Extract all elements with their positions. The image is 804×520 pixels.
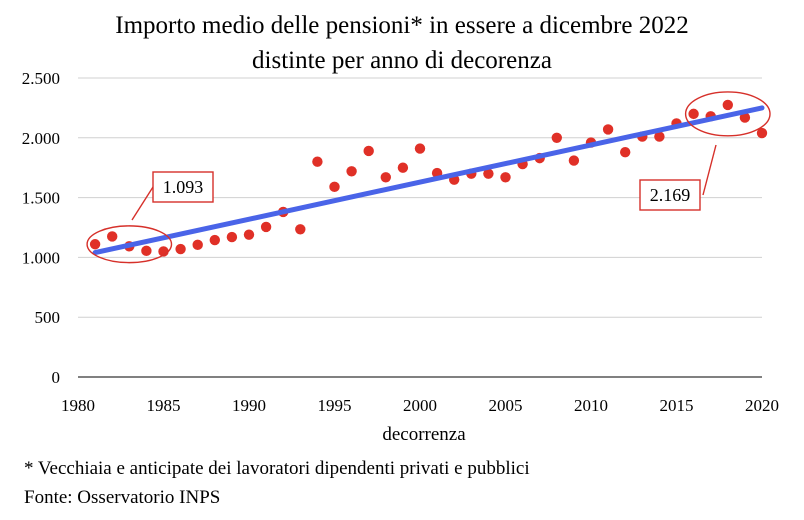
x-tick-label: 1985 bbox=[147, 396, 181, 415]
x-axis-ticks: 1980 1985 1990 1995 2000 2005 2010 2015 2020 bbox=[61, 396, 779, 415]
annotations: 1.093 2.169 bbox=[86, 91, 771, 264]
x-tick-label: 1980 bbox=[61, 396, 95, 415]
data-point bbox=[414, 143, 426, 154]
y-tick-label: 1.500 bbox=[22, 189, 60, 208]
data-point bbox=[346, 166, 357, 177]
callout-box bbox=[639, 179, 701, 211]
callout-label: 2.169 bbox=[650, 185, 691, 205]
data-point bbox=[654, 131, 665, 142]
source-note: Fonte: Osservatorio INPS bbox=[24, 487, 221, 508]
data-point bbox=[312, 156, 323, 167]
x-tick-label: 1990 bbox=[232, 396, 266, 415]
data-point bbox=[89, 239, 101, 250]
data-point bbox=[756, 127, 768, 139]
data-point bbox=[226, 231, 238, 243]
data-point bbox=[295, 224, 306, 235]
data-point bbox=[260, 221, 272, 233]
x-tick-label: 2015 bbox=[660, 396, 694, 415]
x-tick-label: 2020 bbox=[745, 396, 779, 415]
x-tick-label: 1995 bbox=[318, 396, 352, 415]
x-tick-label: 2005 bbox=[489, 396, 523, 415]
y-tick-label: 1.000 bbox=[22, 248, 60, 267]
y-tick-label: 2.000 bbox=[22, 129, 60, 148]
data-point bbox=[620, 146, 631, 158]
data-point bbox=[107, 231, 118, 242]
callout-box bbox=[152, 171, 214, 203]
callout-leader bbox=[131, 186, 154, 221]
data-point bbox=[722, 99, 733, 111]
data-point bbox=[175, 243, 186, 255]
data-point bbox=[243, 229, 255, 240]
x-axis-title: decorrenza bbox=[382, 424, 466, 445]
data-point bbox=[397, 162, 409, 173]
data-point bbox=[141, 245, 152, 257]
y-axis-ticks: 0 500 1.000 1.500 2.000 2.500 bbox=[22, 69, 60, 387]
data-point bbox=[329, 181, 340, 193]
data-point bbox=[500, 172, 511, 183]
data-point bbox=[380, 172, 391, 183]
y-tick-label: 500 bbox=[35, 308, 61, 327]
y-tick-label: 0 bbox=[52, 368, 61, 387]
data-point bbox=[192, 239, 203, 251]
data-point bbox=[739, 112, 751, 123]
x-tick-label: 2010 bbox=[574, 396, 608, 415]
callout-ellipse bbox=[86, 225, 173, 264]
y-tick-label: 2.500 bbox=[22, 69, 60, 88]
callout-leader bbox=[702, 144, 717, 196]
data-point bbox=[551, 132, 562, 143]
data-point bbox=[568, 155, 580, 166]
trend-line bbox=[92, 105, 765, 256]
data-point bbox=[483, 168, 494, 179]
data-point bbox=[363, 145, 374, 157]
callout-ellipse bbox=[684, 91, 771, 137]
callout-label: 1.093 bbox=[163, 177, 204, 197]
footnote: * Vecchiaia e anticipate dei lavoratori … bbox=[24, 458, 530, 479]
x-tick-label: 2000 bbox=[403, 396, 437, 415]
chart-title-line-1: Importo medio delle pensioni* in essere … bbox=[115, 12, 688, 39]
data-point bbox=[602, 124, 614, 135]
data-point bbox=[209, 234, 220, 246]
chart-title-line-2: distinte per anno di decorenza bbox=[252, 47, 552, 74]
data-point bbox=[688, 108, 699, 120]
